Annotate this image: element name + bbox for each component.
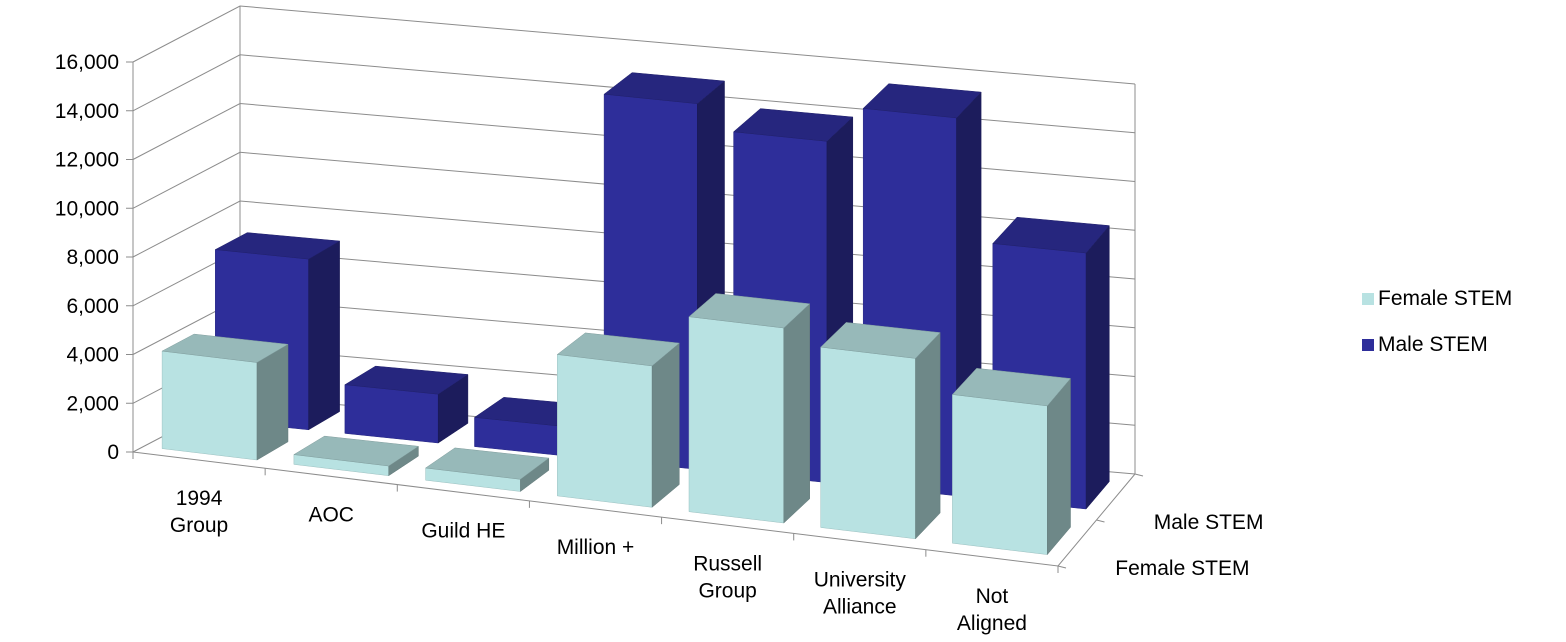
y-tick-label: 10,000 (55, 197, 119, 220)
gridline (132, 5, 1136, 85)
y-axis-tick-labels: 0 2,000 4,000 6,000 8,000 10,000 12,000 14,000 1… (55, 51, 119, 464)
female-stem-bar (293, 435, 420, 477)
y-tick-label: 4,000 (66, 344, 119, 367)
y-tick-label: 12,000 (55, 149, 119, 172)
x-tick-label: University Alliance (814, 569, 907, 619)
legend-swatch (1362, 339, 1374, 351)
male-stem-bar (344, 365, 469, 444)
y-tick-label: 8,000 (66, 246, 119, 269)
legend: Female STEM Male STEM (1362, 287, 1512, 356)
depth-tick-mark (1134, 473, 1144, 477)
legend-label: Female STEM (1378, 287, 1512, 310)
legend-item: Female STEM (1362, 287, 1512, 310)
legend-item: Male STEM (1362, 333, 1488, 356)
y-tick-label: 14,000 (55, 100, 119, 123)
x-tick-label: 1994 Group (170, 487, 228, 537)
female-stem-bar (424, 447, 550, 492)
depth-axis-labels: Female STEM Male STEM (1115, 511, 1263, 580)
depth-tick-mark (1057, 565, 1067, 569)
x-tick-label: Not Aligned (957, 585, 1027, 635)
y-tick-label: 2,000 (66, 392, 119, 415)
legend-swatch (1362, 293, 1374, 305)
depth-tick-mark (1096, 519, 1105, 523)
female-stem-bar (820, 322, 941, 540)
female-stem-bar (161, 333, 289, 461)
y-tick-label: 0 (107, 441, 119, 464)
depth-tick-label: Male STEM (1154, 511, 1264, 534)
x-tick-label: Guild HE (421, 520, 505, 543)
female-stem-bars (161, 293, 1071, 556)
female-stem-bar (951, 368, 1071, 556)
legend-label: Male STEM (1378, 333, 1488, 356)
female-stem-bar (556, 332, 680, 508)
y-tick-label: 6,000 (66, 295, 119, 318)
x-axis-tick-labels: 1994 Group AOC Guild HE Million + Russell Grou… (170, 487, 1027, 635)
x-tick-label: Russell Group (693, 552, 762, 602)
x-tick-label: Million + (557, 536, 635, 559)
female-stem-bar (688, 293, 811, 524)
x-tick-label: AOC (308, 503, 354, 526)
depth-tick-label: Female STEM (1115, 557, 1249, 580)
y-tick-label: 16,000 (55, 51, 119, 74)
